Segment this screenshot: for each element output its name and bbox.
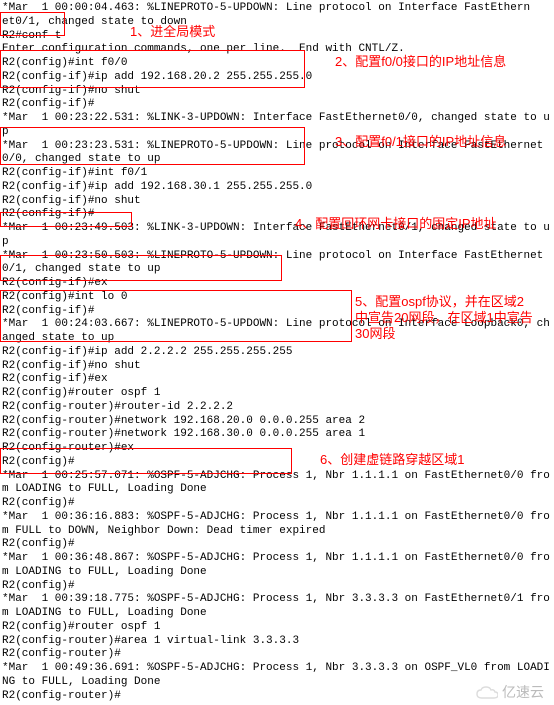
terminal-line: *Mar 1 00:23:50.503: %LINEPROTO-5-UPDOWN… xyxy=(2,250,552,278)
terminal-line: R2(config-router)# xyxy=(2,648,552,662)
terminal-line: et0/1, changed state to down xyxy=(2,16,552,30)
annotation-label: 4、配置回环网卡接口的固定IP地址 xyxy=(295,216,497,232)
terminal-line: *Mar 1 00:25:57.071: %OSPF-5-ADJCHG: Pro… xyxy=(2,470,552,498)
terminal-line: R2(config-if)#no shut xyxy=(2,195,552,209)
terminal-line: R2(config-if)#ip add 192.168.20.2 255.25… xyxy=(2,71,552,85)
terminal-line: R2(config-if)#ip add 192.168.30.1 255.25… xyxy=(2,181,552,195)
watermark-logo: 亿速云 xyxy=(476,684,544,702)
terminal-line: R2(config)# xyxy=(2,580,552,594)
terminal-line: R2(config-if)# xyxy=(2,98,552,112)
terminal-line: R2(config-router)#network 192.168.20.0 0… xyxy=(2,415,552,429)
terminal-line: R2(config-if)#ex xyxy=(2,277,552,291)
terminal-line: *Mar 1 00:36:48.867: %OSPF-5-ADJCHG: Pro… xyxy=(2,552,552,580)
terminal-line: R2#conf t xyxy=(2,30,552,44)
terminal-line: R2(config)#router ospf 1 xyxy=(2,621,552,635)
terminal-line: R2(config-if)#ip add 2.2.2.2 255.255.255… xyxy=(2,346,552,360)
terminal-line: R2(config-router)#area 1 virtual-link 3.… xyxy=(2,635,552,649)
terminal-line: R2(config)# xyxy=(2,497,552,511)
terminal-line: R2(config-router)#ex xyxy=(2,442,552,456)
annotation-label: 中宣告20网段，在区域1中宣告 xyxy=(355,310,533,326)
annotation-label: 3、配置f0/1接口的IP地址信息 xyxy=(335,134,506,150)
cloud-icon xyxy=(476,686,498,700)
terminal-line: *Mar 1 00:49:36.691: %OSPF-5-ADJCHG: Pro… xyxy=(2,662,552,690)
terminal-line: R2(config-if)#ex xyxy=(2,373,552,387)
annotation-label: 30网段 xyxy=(355,326,395,342)
terminal-line: R2(config)#router ospf 1 xyxy=(2,387,552,401)
terminal-line: R2(config-if)#no shut xyxy=(2,360,552,374)
terminal-output: *Mar 1 00:00:04.463: %LINEPROTO-5-UPDOWN… xyxy=(0,0,554,705)
watermark-text: 亿速云 xyxy=(502,684,544,702)
annotation-label: 2、配置f0/0接口的IP地址信息 xyxy=(335,54,506,70)
terminal-line: *Mar 1 00:00:04.463: %LINEPROTO-5-UPDOWN… xyxy=(2,2,552,16)
annotation-label: 5、配置ospf协议，并在区域2 xyxy=(355,294,524,310)
annotation-label: 6、创建虚链路穿越区域1 xyxy=(320,452,464,468)
terminal-line: *Mar 1 00:36:16.883: %OSPF-5-ADJCHG: Pro… xyxy=(2,511,552,539)
terminal-line: R2(config-router)#router-id 2.2.2.2 xyxy=(2,401,552,415)
terminal-line: R2(config-router)# xyxy=(2,690,552,704)
terminal-line: R2(config-if)#int f0/1 xyxy=(2,167,552,181)
terminal-line: R2(config)# xyxy=(2,456,552,470)
terminal-line: R2(config)# xyxy=(2,538,552,552)
terminal-line: R2(config-router)#network 192.168.30.0 0… xyxy=(2,428,552,442)
annotation-label: 1、进全局模式 xyxy=(130,24,215,40)
terminal-line: *Mar 1 00:39:18.775: %OSPF-5-ADJCHG: Pro… xyxy=(2,593,552,621)
terminal-line: R2(config-if)#no shut xyxy=(2,85,552,99)
